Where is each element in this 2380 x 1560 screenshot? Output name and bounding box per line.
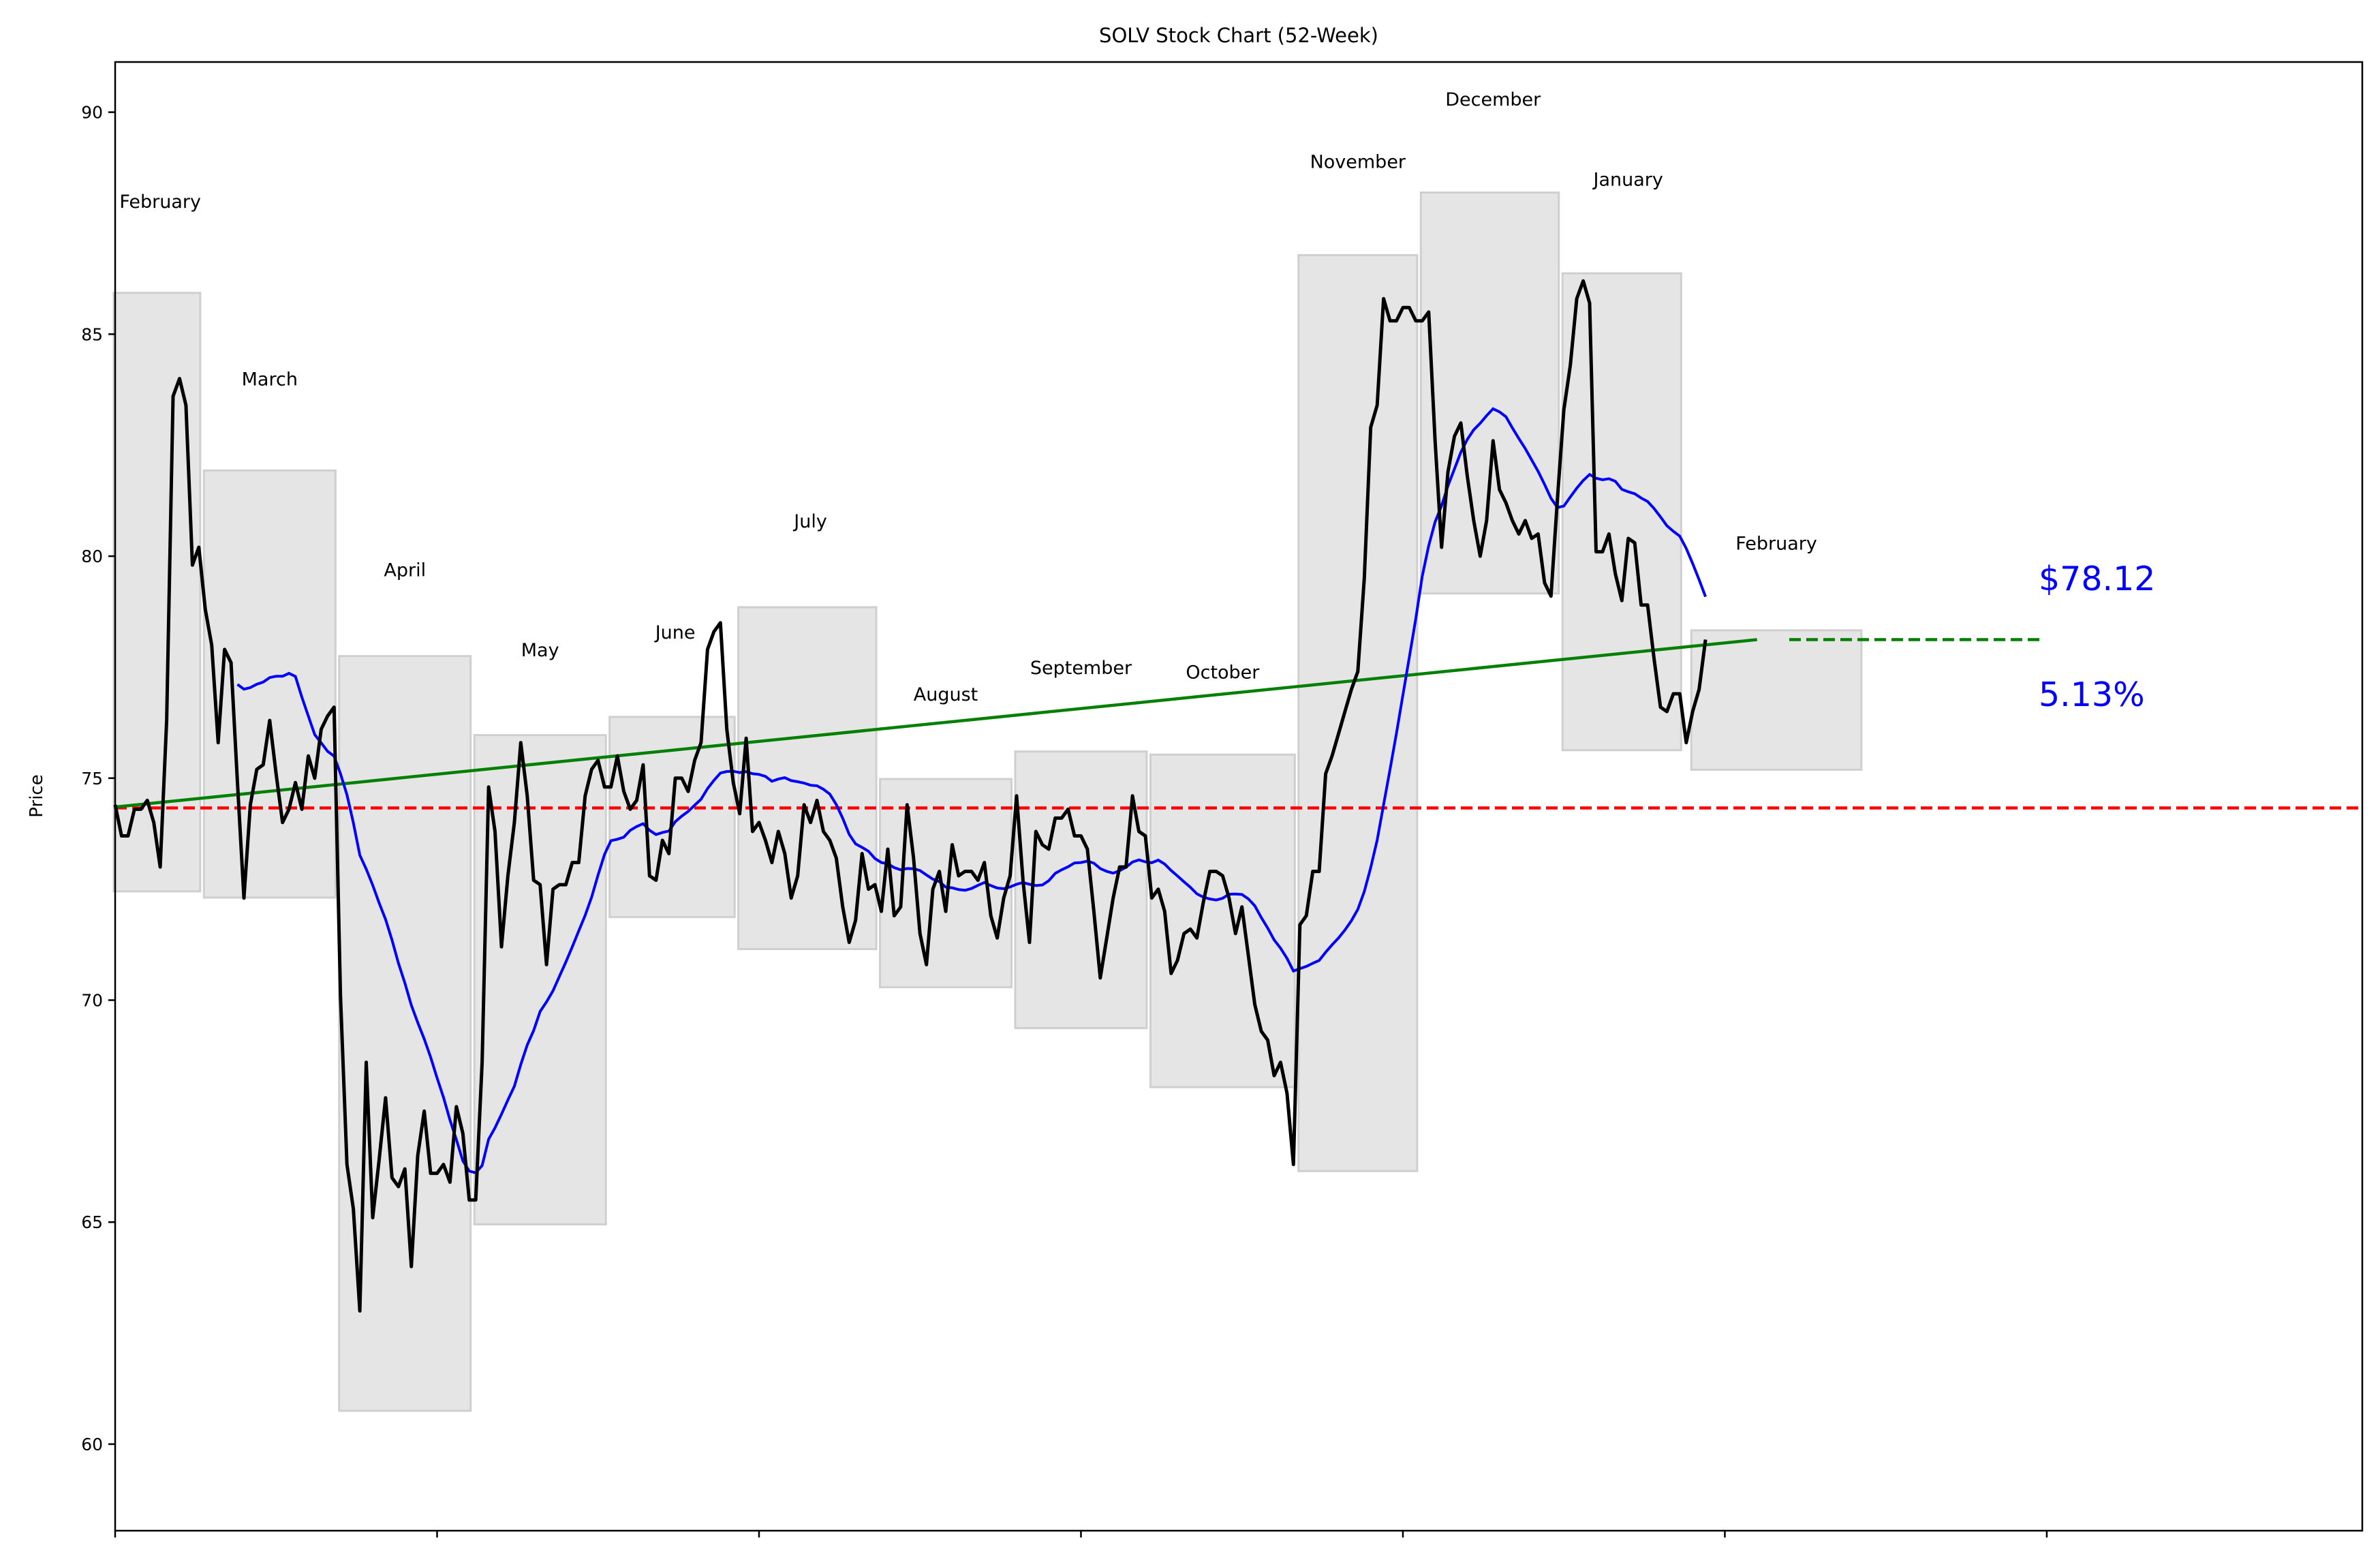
month-label: September bbox=[1030, 658, 1132, 679]
month-box bbox=[202, 469, 337, 899]
chart-title: SOLV Stock Chart (52-Week) bbox=[1099, 24, 1378, 47]
price-line bbox=[113, 279, 1707, 1313]
month-box bbox=[879, 778, 1013, 989]
moving-average-line bbox=[236, 407, 1707, 1175]
y-axis-label: Price bbox=[27, 774, 47, 817]
y-tick-label: 70 bbox=[81, 991, 103, 1011]
last-price-annotation: $78.12 bbox=[2039, 560, 2155, 598]
month-label: August bbox=[914, 684, 978, 705]
month-box bbox=[1690, 629, 1863, 771]
trend-line bbox=[114, 638, 1757, 809]
y-tick-label: 80 bbox=[81, 547, 103, 566]
month-box bbox=[1014, 750, 1148, 1030]
month-box bbox=[1297, 254, 1419, 1172]
month-label: October bbox=[1186, 662, 1260, 683]
month-label: April bbox=[384, 560, 426, 581]
month-label: February bbox=[1735, 534, 1817, 555]
month-label: January bbox=[1592, 169, 1663, 190]
month-label: June bbox=[654, 622, 696, 643]
month-label: March bbox=[242, 369, 298, 390]
month-box bbox=[1561, 272, 1682, 752]
month-label: February bbox=[119, 192, 201, 213]
y-tick-label: 90 bbox=[81, 103, 103, 123]
month-box bbox=[112, 292, 202, 893]
month-box bbox=[737, 606, 878, 951]
y-tick-label: 75 bbox=[81, 769, 103, 789]
y-tick-label: 65 bbox=[81, 1212, 103, 1232]
month-box bbox=[1149, 753, 1296, 1088]
month-label: May bbox=[521, 640, 559, 661]
change-percent-annotation: 5.13% bbox=[2039, 675, 2145, 714]
y-tick-label: 85 bbox=[81, 324, 103, 344]
month-label: December bbox=[1445, 89, 1541, 110]
y-tick-label: 60 bbox=[81, 1435, 103, 1454]
month-label: November bbox=[1310, 151, 1406, 172]
plot-frame bbox=[114, 61, 2364, 1532]
month-label: July bbox=[792, 511, 827, 532]
